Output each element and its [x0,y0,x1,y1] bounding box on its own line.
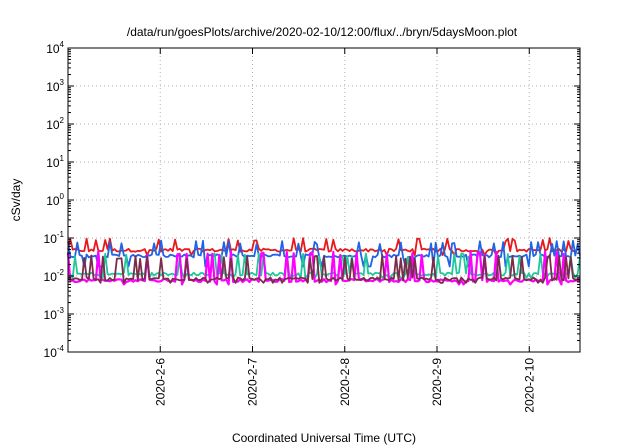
y-axis-label: cSv/day [9,179,23,222]
y-tick-label: 10-2 [44,268,65,284]
x-tick-label: 2020-2-9 [430,358,444,406]
x-ticks: 2020-2-6 2020-2-7 2020-2-8 2020-2-9 2020-2-1… [153,48,536,413]
y-tick-label: 102 [46,116,64,132]
y-tick-label: 100 [46,192,64,208]
y-tick-label: 10-1 [44,230,65,246]
y-tick-label: 104 [46,40,64,56]
y-tick-label: 103 [46,78,64,94]
x-axis-label: Coordinated Universal Time (UTC) [232,431,416,445]
y-tick-label: 10-3 [44,306,65,322]
x-tick-label: 2020-2-10 [522,358,536,413]
y-tick-label: 101 [46,154,64,170]
chart-title: /data/run/goesPlots/archive/2020-02-10/1… [127,25,518,39]
x-tick-label: 2020-2-7 [246,358,260,406]
series-line [66,250,581,286]
series-line [67,254,581,284]
data-series [66,237,581,286]
series-line [67,239,581,268]
y-ticks: 10-4 10-3 10-2 10-1 100 101 102 103 104 [44,40,580,360]
x-tick-label: 2020-2-8 [338,358,352,406]
grid-lines [68,48,580,352]
x-tick-label: 2020-2-6 [153,358,167,406]
y-tick-label: 10-4 [44,344,65,360]
